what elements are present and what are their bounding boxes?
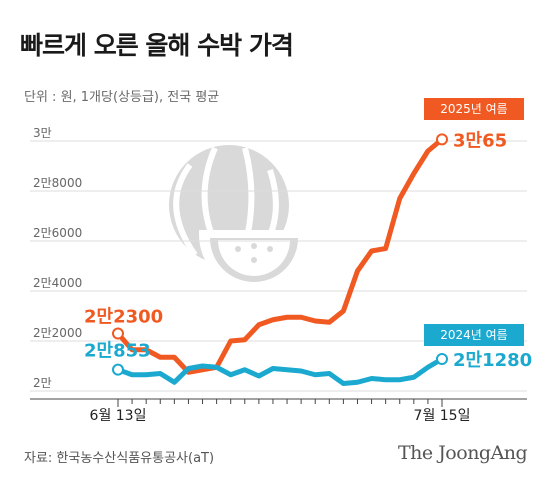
end-value-label: 3만65 — [453, 130, 507, 151]
end-value-label: 2만1280 — [453, 350, 532, 371]
start-point — [112, 363, 124, 376]
y-tick-label: 3만 — [33, 126, 52, 140]
chart-title: 빠르게 오른 올해 수박 가격 — [20, 31, 294, 60]
legend-badge — [424, 98, 524, 120]
start-value-label: 2만853 — [84, 341, 151, 362]
series-line — [115, 356, 445, 386]
unit-note: 단위 : 원, 1개당(상등급), 전국 평균 — [24, 90, 220, 105]
y-tick-label: 2만4000 — [33, 276, 82, 290]
end-point — [436, 133, 448, 146]
legend-badge-label: 2025년 여름 — [440, 102, 507, 116]
watermelon-icon — [169, 145, 310, 290]
y-tick-label: 2만8000 — [33, 176, 82, 190]
y-tick-label: 2만6000 — [33, 226, 82, 240]
start-value-label: 2만2300 — [84, 307, 163, 328]
legend-badge — [424, 324, 524, 346]
x-tick-label: 6월 13일 — [90, 408, 147, 424]
end-point — [436, 353, 448, 365]
legend-badge-label: 2024년 여름 — [440, 328, 507, 342]
y-tick-label: 2만 — [33, 376, 52, 390]
y-tick-label: 2만2000 — [33, 326, 82, 340]
brand-logo: The JoongAng — [398, 442, 528, 464]
series-line — [115, 136, 445, 375]
start-point — [112, 327, 124, 340]
x-tick-label: 7월 15일 — [414, 408, 471, 424]
source-note: 자료: 한국농수산식품유통공사(aT) — [24, 451, 215, 466]
